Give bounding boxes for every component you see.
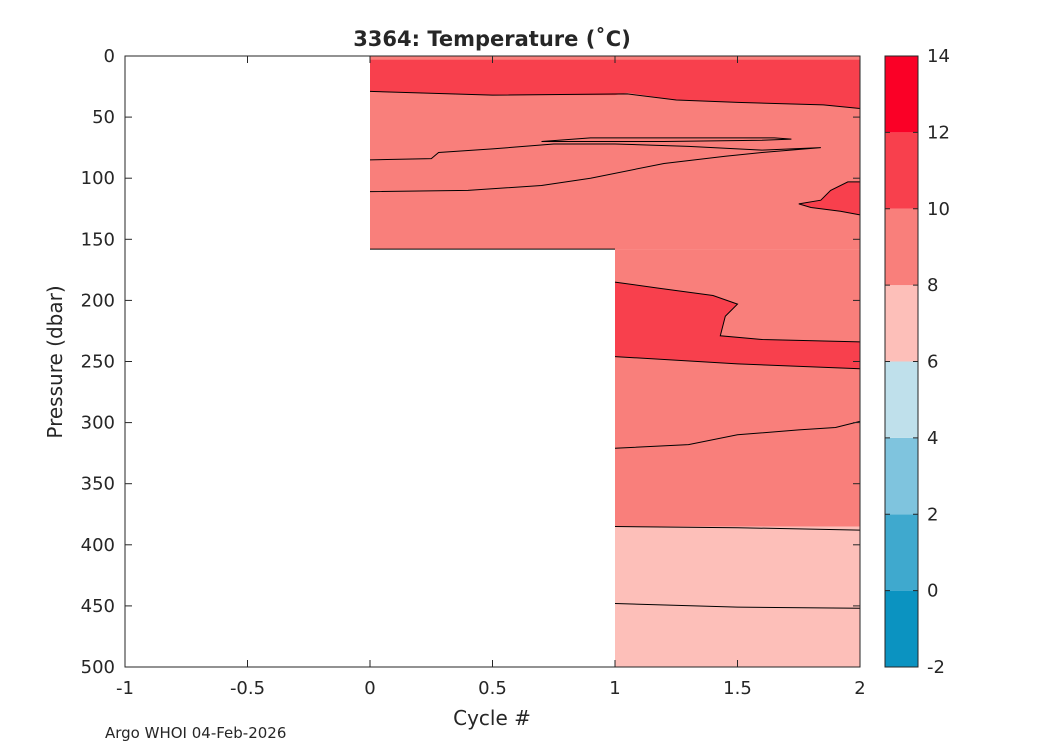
colorbar-segment <box>885 361 918 438</box>
contour-line-9 <box>614 603 861 609</box>
contour-line-8 <box>614 526 861 531</box>
y-tick-label: 250 <box>81 352 115 373</box>
band-6-8 <box>615 526 860 667</box>
colorbar-tick-label: 6 <box>927 352 938 373</box>
x-tick-label: 1.5 <box>723 678 752 699</box>
x-axis-label: Cycle # <box>453 706 531 730</box>
colorbar-tick-label: -2 <box>927 657 945 678</box>
contour-line-1 <box>369 90 861 109</box>
y-tick-label: 100 <box>81 168 115 189</box>
contour-band-3 <box>615 282 860 369</box>
contour-line-4 <box>798 181 861 216</box>
contour-line-3 <box>541 137 792 142</box>
colorbar-segment <box>885 56 918 133</box>
colorbar-tick-label: 14 <box>927 46 950 67</box>
y-tick-label: 50 <box>92 107 115 128</box>
y-axis-label: Pressure (dbar) <box>43 285 67 438</box>
colorbar-tick-label: 10 <box>927 199 950 220</box>
footer-credit: Argo WHOI 04-Feb-2026 <box>105 724 287 742</box>
x-tick-label: 1 <box>609 678 620 699</box>
colorbar-segment <box>885 285 918 362</box>
colorbar-tick-label: 8 <box>927 275 938 296</box>
contour-band-1 <box>370 59 860 109</box>
y-tick-label: 400 <box>81 535 115 556</box>
contour-line-5 <box>614 281 861 343</box>
colorbar-tick-label: 0 <box>927 581 938 602</box>
colorbar-segment <box>885 514 918 591</box>
y-axis: 0 50 100 150 200 250 300 350 400 450 500 <box>81 46 860 678</box>
contour-line-2 <box>369 143 821 193</box>
x-axis: -1 -0.5 0 0.5 1 1.5 2 <box>116 56 866 699</box>
colorbar-segment <box>885 208 918 286</box>
contour-line-7 <box>614 420 861 449</box>
x-tick-label: -0.5 <box>230 678 265 699</box>
x-tick-label: -1 <box>116 678 134 699</box>
colorbar-tick-label: 2 <box>927 504 938 525</box>
contour-band-2 <box>798 181 860 215</box>
colorbar-segment <box>885 132 918 209</box>
y-tick-label: 200 <box>81 290 115 311</box>
y-tick-label: 450 <box>81 596 115 617</box>
x-tick-label: 0 <box>364 678 375 699</box>
plot-area <box>124 55 861 668</box>
y-tick-label: 500 <box>81 657 115 678</box>
colorbar-segment <box>885 437 918 515</box>
colorbar-tick-label: 12 <box>927 122 950 143</box>
y-tick-label: 350 <box>81 474 115 495</box>
x-tick-label: 0.5 <box>478 678 507 699</box>
x-tick-label: 2 <box>854 678 865 699</box>
colorbar: -2 0 2 4 6 8 10 12 14 <box>884 46 950 678</box>
y-tick-label: 0 <box>104 46 115 67</box>
y-tick-label: 300 <box>81 413 115 434</box>
colorbar-tick-label: 4 <box>927 428 938 449</box>
colorbar-segment <box>885 590 918 667</box>
y-tick-label: 150 <box>81 229 115 250</box>
contour-line-6 <box>614 356 861 370</box>
chart-title: 3364: Temperature (˚C) <box>353 27 631 51</box>
